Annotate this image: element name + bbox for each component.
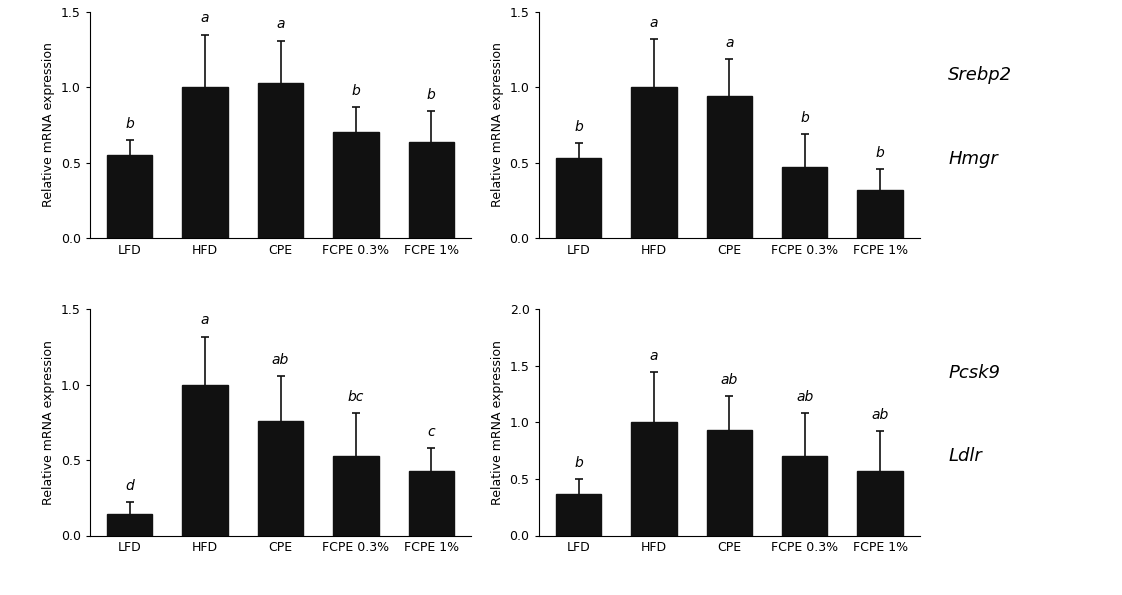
Text: a: a — [201, 314, 210, 327]
Text: a: a — [201, 11, 210, 26]
Text: Pcsk9: Pcsk9 — [948, 364, 1000, 382]
Text: Hmgr: Hmgr — [948, 150, 997, 168]
Text: b: b — [875, 146, 884, 159]
Text: b: b — [351, 84, 360, 98]
Text: ab: ab — [272, 353, 289, 367]
Text: c: c — [427, 425, 435, 439]
Text: d: d — [126, 480, 135, 493]
Text: ab: ab — [720, 374, 738, 387]
Text: b: b — [126, 117, 135, 131]
Bar — [857, 190, 903, 238]
Text: bc: bc — [348, 390, 364, 405]
Y-axis label: Relative mRNA expression: Relative mRNA expression — [491, 340, 504, 505]
Text: a: a — [725, 36, 734, 49]
Bar — [782, 167, 827, 238]
Text: b: b — [574, 120, 583, 134]
Bar — [555, 158, 601, 238]
Bar — [632, 422, 677, 536]
Bar — [107, 515, 153, 536]
Y-axis label: Relative mRNA expression: Relative mRNA expression — [43, 340, 55, 505]
Bar — [555, 494, 601, 536]
Bar — [183, 87, 228, 238]
Bar — [408, 142, 454, 238]
Bar — [258, 83, 303, 238]
Bar — [333, 133, 378, 238]
Text: Ldlr: Ldlr — [948, 447, 982, 465]
Text: Srebp2: Srebp2 — [948, 66, 1012, 84]
Bar — [782, 456, 827, 536]
Bar — [333, 456, 378, 536]
Bar — [857, 471, 903, 536]
Bar — [258, 421, 303, 536]
Text: a: a — [650, 349, 659, 362]
Y-axis label: Relative mRNA expression: Relative mRNA expression — [491, 42, 504, 208]
Bar — [632, 87, 677, 238]
Text: a: a — [650, 16, 659, 30]
Bar — [408, 471, 454, 536]
Bar — [183, 385, 228, 536]
Bar — [707, 96, 752, 238]
Text: ab: ab — [797, 390, 813, 405]
Text: b: b — [574, 456, 583, 470]
Text: a: a — [276, 17, 285, 32]
Bar — [107, 155, 153, 238]
Y-axis label: Relative mRNA expression: Relative mRNA expression — [43, 42, 55, 208]
Text: b: b — [426, 88, 435, 102]
Text: ab: ab — [872, 408, 889, 422]
Bar — [707, 430, 752, 536]
Text: b: b — [800, 111, 809, 125]
